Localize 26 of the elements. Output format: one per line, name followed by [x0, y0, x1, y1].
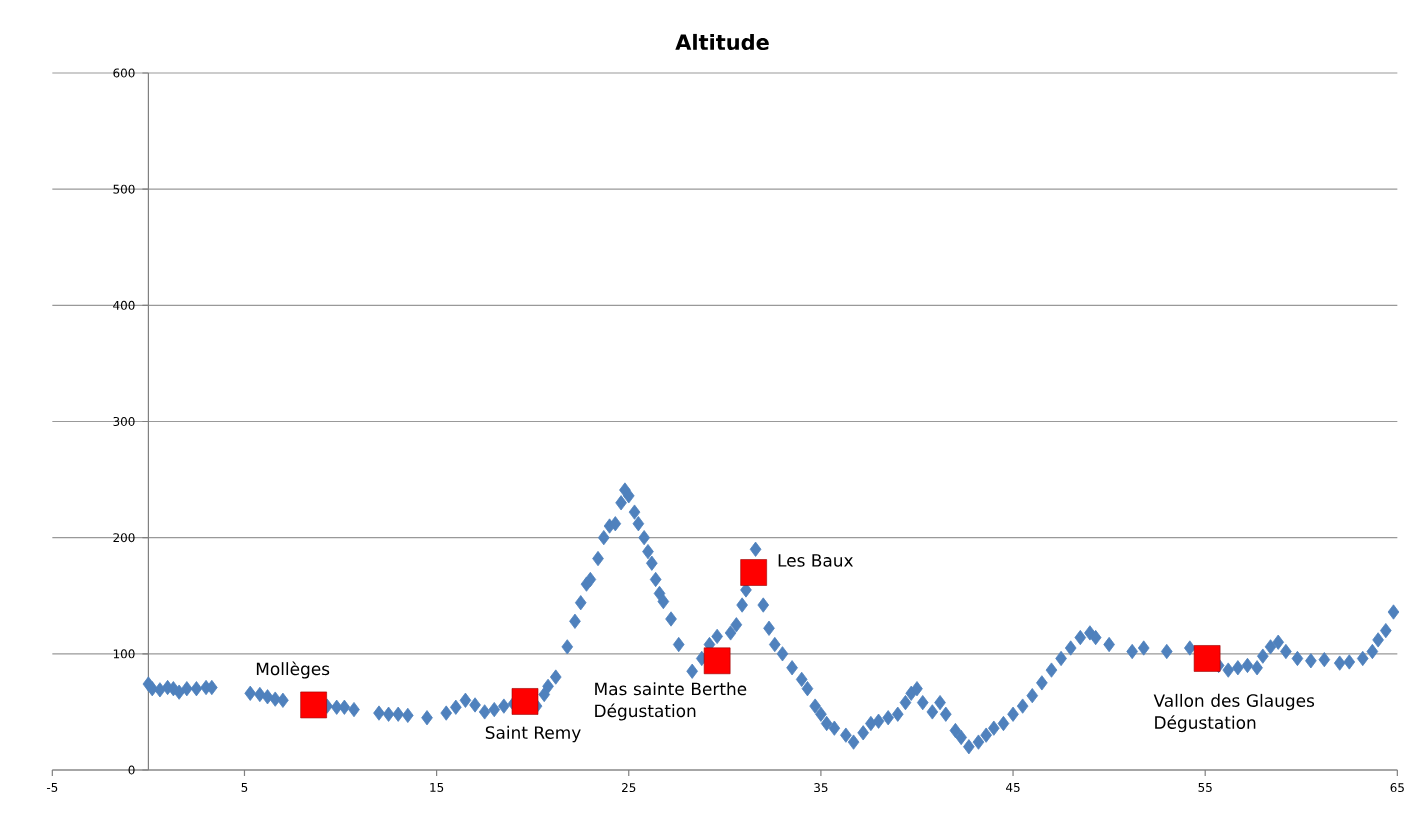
annotation: Mollèges — [256, 661, 330, 679]
annotation: Mas sainte Berthe Dégustation — [595, 682, 747, 721]
x-tick-label: 5 — [241, 783, 248, 792]
y-tick-label: 0 — [128, 765, 135, 775]
point — [740, 559, 767, 586]
point — [511, 688, 539, 715]
x-tick-label: 65 — [1390, 783, 1404, 793]
y-tick-label: 500 — [113, 184, 135, 194]
annotation: Saint Remy — [485, 725, 581, 743]
chart-title: Altitude — [675, 33, 769, 51]
y-tick-label: 300 — [113, 416, 135, 426]
x-tick-label: 35 — [814, 783, 828, 793]
x-tick-label: 55 — [1198, 783, 1212, 792]
point — [300, 691, 327, 719]
y-tick-label: 200 — [113, 533, 135, 543]
x-tick-label: 15 — [430, 783, 444, 792]
x-tick-label: 45 — [1006, 783, 1020, 792]
annotation: Les Baux — [778, 554, 854, 567]
y-tick-label: 100 — [113, 649, 135, 659]
annotation: Vallon des Glauges Dégustation — [1153, 693, 1315, 733]
x-tick-label: -5 — [46, 783, 58, 792]
point — [1193, 645, 1221, 672]
y-tick-label: 600 — [113, 68, 135, 78]
x-tick-label: 25 — [622, 783, 636, 793]
y-tick-label: 400 — [113, 300, 135, 310]
point — [703, 647, 731, 675]
